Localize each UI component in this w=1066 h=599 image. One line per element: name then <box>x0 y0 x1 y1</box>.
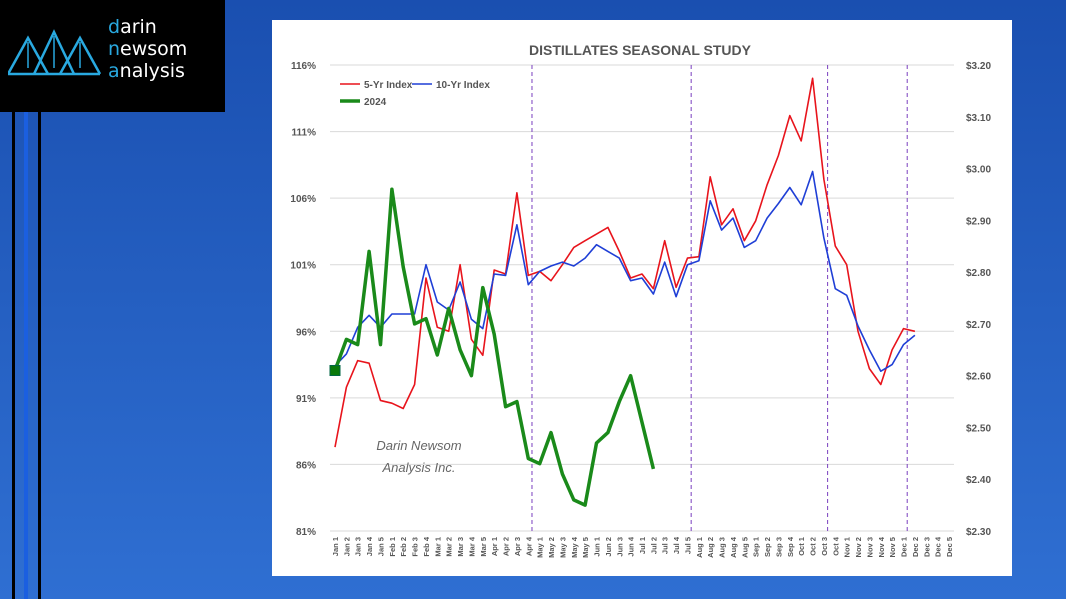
y-left-tick: 91% <box>296 394 316 405</box>
decor-bar-1 <box>12 112 15 599</box>
x-tick: Jun 2 <box>604 537 613 557</box>
x-tick: Jan 1 <box>331 537 340 556</box>
x-tick: Jan 3 <box>354 537 363 556</box>
watermark-line-1: Darin Newsom <box>376 438 461 453</box>
x-tick: Sep 4 <box>786 536 795 557</box>
x-tick: Oct 3 <box>820 537 829 556</box>
x-tick: Jul 1 <box>638 537 647 554</box>
x-tick: May 1 <box>536 537 545 558</box>
x-tick: Sep 3 <box>774 537 783 557</box>
x-tick: Mar 5 <box>479 537 488 557</box>
x-tick: Dec 5 <box>945 537 954 557</box>
y-right-tick: $2.60 <box>966 372 991 383</box>
gridlines <box>330 64 954 532</box>
y-left-tick: 81% <box>296 527 316 538</box>
x-tick: Mar 2 <box>445 537 454 557</box>
logo-wordmark: darin newsom analysis <box>108 16 187 82</box>
y-left-tick: 96% <box>296 327 316 338</box>
y-left-tick: 86% <box>296 460 316 471</box>
watermark-line-2: Analysis Inc. <box>382 460 456 475</box>
x-tick: Aug 3 <box>718 537 727 558</box>
y-right-tick: $3.00 <box>966 165 991 176</box>
x-tick: Aug 4 <box>729 536 738 558</box>
logo-line-3: analysis <box>108 60 185 82</box>
x-tick: Nov 2 <box>854 537 863 557</box>
x-tick: Sep 2 <box>763 537 772 557</box>
x-tick: Mar 1 <box>433 537 442 557</box>
x-tick: Nov 4 <box>877 536 886 557</box>
x-tick: May 5 <box>581 537 590 558</box>
y-right-tick: $2.30 <box>966 527 991 538</box>
y-right-tick: $2.70 <box>966 320 991 331</box>
x-tick: May 4 <box>570 536 579 558</box>
x-tick: Apr 4 <box>524 536 533 556</box>
x-tick: Aug 2 <box>706 537 715 558</box>
y-left-tick: 106% <box>290 194 316 205</box>
x-tick: Apr 1 <box>490 537 499 556</box>
seasonal-chart: 81% 86% 91% 96% 101% 106% 111% 116% $2.30 $2.40 $2… <box>290 42 991 558</box>
y2024-line <box>333 187 656 507</box>
x-tick: Aug 5 <box>740 537 749 558</box>
decor-bar-3 <box>38 112 41 599</box>
x-tick: Nov 5 <box>888 537 897 557</box>
y-left-tick: 116% <box>291 61 316 72</box>
five-yr-line <box>334 77 916 448</box>
x-tick: Jan 4 <box>365 536 374 556</box>
ten-yr-line <box>334 170 916 373</box>
x-tick: Jul 4 <box>672 536 681 554</box>
y-right-tick: $3.10 <box>966 113 991 124</box>
logo-mountains-icon <box>8 29 102 76</box>
x-tick: Dec 2 <box>911 537 920 557</box>
x-tick: Apr 3 <box>513 537 522 556</box>
legend: 5-Yr Index 10-Yr Index 2024 <box>340 80 490 108</box>
x-tick: Oct 4 <box>831 536 840 556</box>
x-tick: Jul 5 <box>683 537 692 554</box>
x-tick: Oct 1 <box>797 537 806 556</box>
x-tick: Jul 3 <box>661 537 670 554</box>
x-tick: Jun 4 <box>627 536 636 556</box>
y-right-tick: $2.40 <box>966 475 991 486</box>
y-right-tick: $2.80 <box>966 268 991 279</box>
logo-line-1: darin <box>108 16 157 38</box>
y-right-tick: $3.20 <box>966 61 991 72</box>
month-dividers <box>531 65 908 531</box>
x-tick: Aug 1 <box>695 537 704 558</box>
x-tick: Jul 2 <box>649 537 658 554</box>
x-tick: Nov 3 <box>865 537 874 557</box>
legend-label: 5-Yr Index <box>364 80 413 91</box>
x-tick: Jan 5 <box>376 537 385 556</box>
legend-label: 10-Yr Index <box>436 80 490 91</box>
x-tick: Dec 4 <box>934 536 943 557</box>
logo-panel: darin newsom analysis <box>0 0 225 112</box>
x-tick: May 2 <box>547 537 556 558</box>
decor-bar-2 <box>24 112 28 599</box>
x-tick: Feb 1 <box>388 537 397 557</box>
logo-line-2: newsom <box>108 38 188 60</box>
x-tick: Apr 2 <box>502 537 511 556</box>
x-tick: Feb 4 <box>422 536 431 556</box>
y2024-start-marker <box>329 364 341 376</box>
y-left-tick: 111% <box>292 128 317 139</box>
x-tick: Dec 3 <box>922 537 931 557</box>
x-tick: Jun 3 <box>615 537 624 557</box>
y-left-tick: 101% <box>290 261 316 272</box>
x-tick: Oct 2 <box>809 537 818 556</box>
x-tick: Dec 1 <box>900 537 909 557</box>
x-tick: Feb 3 <box>411 537 420 557</box>
x-tick: Mar 4 <box>467 536 476 556</box>
y-right-tick: $2.50 <box>966 423 991 434</box>
x-tick: May 3 <box>558 537 567 558</box>
x-tick: Mar 3 <box>456 537 465 557</box>
x-tick: Nov 1 <box>843 537 852 557</box>
x-tick: Feb 2 <box>399 537 408 557</box>
legend-label: 2024 <box>364 97 387 108</box>
chart-title: DISTILLATES SEASONAL STUDY <box>529 42 752 58</box>
axis-ticks: 81% 86% 91% 96% 101% 106% 111% 116% $2.30 $2.40 $2… <box>290 61 991 558</box>
x-tick: Jan 2 <box>342 537 351 556</box>
x-tick: Sep 1 <box>752 537 761 557</box>
chart-card: 81% 86% 91% 96% 101% 106% 111% 116% $2.30 $2.40 $2… <box>272 20 1012 576</box>
x-tick: Jun 1 <box>593 537 602 557</box>
series-lines <box>329 77 916 507</box>
y-right-tick: $2.90 <box>966 216 991 227</box>
